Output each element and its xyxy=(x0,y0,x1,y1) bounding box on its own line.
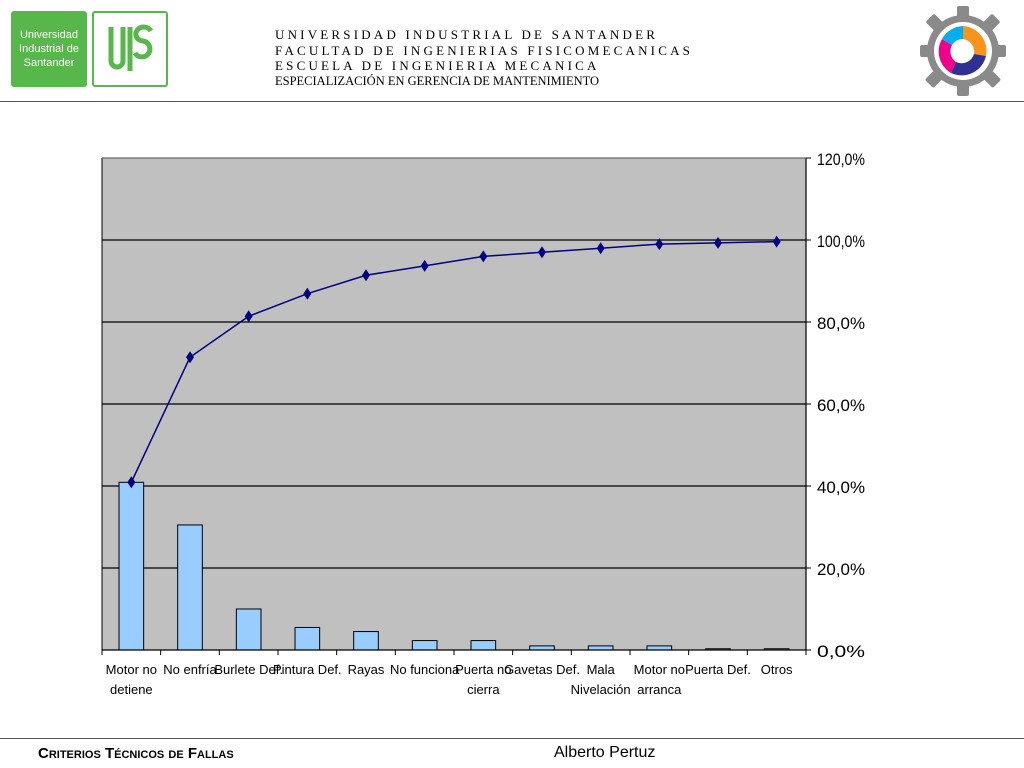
bar xyxy=(177,524,203,651)
footer-title: Criterios Técnicos de Fallas xyxy=(38,745,234,762)
school-name: ESCUELA DE INGENIERIA MECANICA xyxy=(275,58,600,73)
x-tick-label: No enfría xyxy=(163,662,217,677)
x-tick-label: Puerta no xyxy=(455,662,511,677)
footer-author: Alberto Pertuz xyxy=(554,744,656,761)
uis-logo-mark xyxy=(92,11,168,87)
line-point xyxy=(714,236,722,249)
line-point xyxy=(772,235,781,248)
x-tick-label: detiene xyxy=(110,682,153,697)
bar xyxy=(118,481,145,651)
uis-monogram-icon xyxy=(108,24,154,71)
logo-text-line-1: Universidad xyxy=(19,29,79,41)
y-tick-label: 40,0% xyxy=(817,478,865,497)
bar xyxy=(529,645,555,651)
bar xyxy=(470,640,497,651)
gear-logo-icon xyxy=(920,6,1006,96)
y-axis-ticks: 0,0% 20,0% 40,0% 60,0% 80,0% 100,0% 120,0% xyxy=(806,150,865,661)
y-tick-label: 20,0% xyxy=(817,560,865,579)
x-tick-label: Nivelación xyxy=(571,682,631,697)
logo-text-line-3: Santander xyxy=(23,57,75,69)
cumulative-points xyxy=(127,235,781,489)
bar xyxy=(646,645,673,651)
header-divider xyxy=(0,101,1024,102)
line-point xyxy=(420,259,429,272)
x-tick-label: Motor no xyxy=(106,662,157,677)
university-logo-text: Universidad Industrial de Santander xyxy=(11,11,87,87)
x-tick-label: Otros xyxy=(761,662,793,677)
bar xyxy=(353,631,379,651)
x-tick-label: Gavetas Def. xyxy=(504,662,580,677)
bar xyxy=(411,640,438,651)
line-point xyxy=(479,250,488,263)
line-point xyxy=(362,269,370,282)
line-point xyxy=(303,287,312,300)
bar xyxy=(294,626,321,651)
line-point xyxy=(596,242,605,255)
line-point xyxy=(186,351,194,364)
x-tick-label: Pintura Def. xyxy=(273,662,342,677)
institution-header: UNIVERSIDAD INDUSTRIAL DE SANTANDER FACU… xyxy=(275,27,693,89)
faculty-name: FACULTAD DE INGENIERIAS FISICOMECANICAS xyxy=(275,42,694,58)
line-point xyxy=(244,310,253,323)
footer-divider xyxy=(0,738,1024,739)
x-tick-label: No funciona xyxy=(390,662,460,677)
university-name: UNIVERSIDAD INDUSTRIAL DE SANTANDER xyxy=(275,27,659,42)
pareto-chart: 0,0% 20,0% 40,0% 60,0% 80,0% 100,0% 120,0% Mot… xyxy=(101,150,865,697)
line-point xyxy=(538,246,546,259)
x-tick-label: Rayas xyxy=(348,662,385,677)
logo-text-line-2: Industrial de xyxy=(19,43,79,55)
cumulative-line xyxy=(130,240,777,483)
x-tick-label: cierra xyxy=(467,682,500,697)
line-point xyxy=(127,476,136,489)
y-tick-label: 120,0% xyxy=(817,150,865,169)
bar xyxy=(587,645,614,651)
x-tick-label: Mala xyxy=(587,662,616,677)
specialization-name: ESPECIALIZACIÓN EN GERENCIA DE MANTENIMI… xyxy=(275,73,600,88)
line-point xyxy=(655,238,664,251)
x-tick-label: arranca xyxy=(637,682,682,697)
x-tick-label: Puerta Def. xyxy=(685,662,751,677)
x-tick-label: Motor no xyxy=(634,662,685,677)
x-tick-label: Burlete Def. xyxy=(214,662,283,677)
y-tick-label: 60,0% xyxy=(817,396,865,415)
y-tick-label: 100,0% xyxy=(817,232,865,251)
y-tick-label: 0,0% xyxy=(817,642,865,661)
y-tick-label: 80,0% xyxy=(817,314,865,333)
bar xyxy=(235,608,262,651)
slide-header: Universidad Industrial de Santander UNIV… xyxy=(0,0,1024,102)
